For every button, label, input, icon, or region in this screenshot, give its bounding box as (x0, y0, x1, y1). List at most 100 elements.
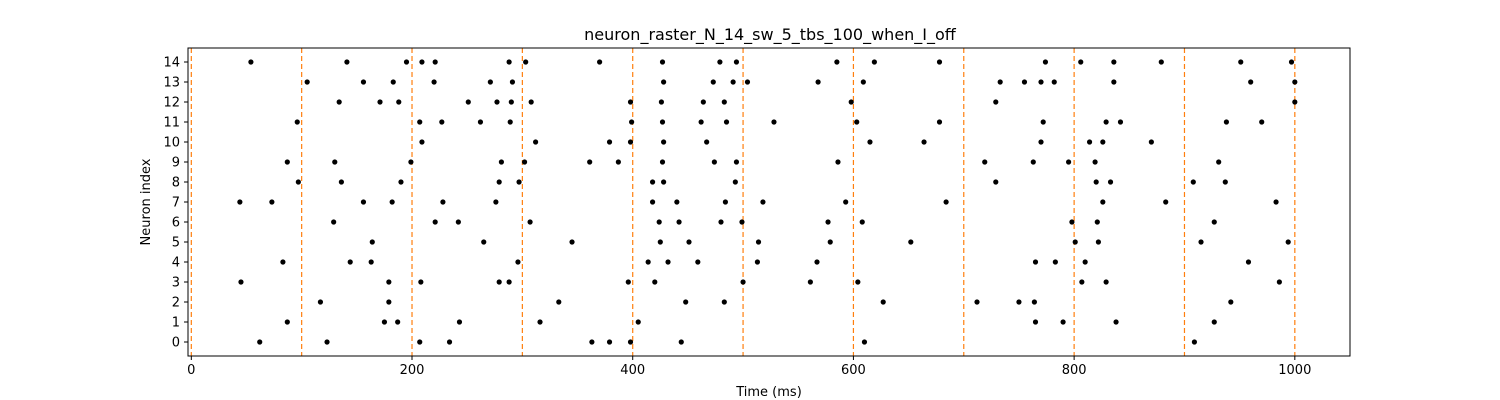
spike-point (1072, 239, 1078, 245)
spike-point (1066, 159, 1072, 165)
spike-point (1117, 119, 1124, 125)
spike-point (1259, 119, 1265, 125)
spike-point (658, 99, 665, 105)
spike-point (645, 259, 651, 265)
spike-point (1093, 179, 1099, 185)
y-tick-label: 3 (172, 276, 180, 291)
x-tick-label: 400 (620, 363, 645, 378)
spike-point (347, 259, 353, 265)
y-tick-label: 14 (163, 56, 180, 71)
spike-point (1111, 59, 1117, 65)
x-tick-label: 1000 (1278, 363, 1311, 378)
spike-point (880, 299, 886, 305)
spike-point (1038, 139, 1044, 145)
spike-point (723, 119, 730, 125)
spike-point (403, 59, 410, 65)
spike-point (1292, 99, 1298, 105)
spike-point (515, 259, 521, 265)
spike-point (936, 59, 943, 65)
spike-point (284, 159, 290, 165)
spike-point (487, 79, 493, 85)
spike-point (386, 299, 392, 305)
spike-point (446, 339, 453, 345)
spike-point (861, 339, 868, 345)
spike-point (419, 59, 425, 65)
spike-point (1288, 59, 1295, 65)
spike-point (921, 139, 927, 145)
spike-point (1113, 319, 1119, 325)
spike-point (381, 319, 388, 325)
spike-point (629, 119, 635, 125)
spike-point (417, 339, 423, 345)
spike-point (331, 219, 337, 225)
spike-point (982, 159, 988, 165)
y-tick-label: 4 (172, 256, 180, 271)
spike-point (432, 59, 438, 65)
spike-point (1248, 79, 1254, 85)
spike-point (733, 59, 740, 65)
spike-point (537, 319, 543, 325)
spike-point (1100, 199, 1106, 205)
spike-point (587, 159, 593, 165)
spike-point (498, 159, 504, 165)
spike-point (627, 339, 634, 345)
spike-point (871, 59, 877, 65)
spike-point (627, 139, 634, 145)
spike-point (332, 159, 338, 165)
spike-point (377, 99, 383, 105)
spike-point (556, 299, 562, 305)
spike-point (722, 199, 729, 205)
y-tick-label: 6 (172, 216, 180, 231)
spike-point (656, 219, 662, 225)
spike-point (1216, 159, 1222, 165)
spike-point (739, 219, 745, 225)
y-tick-label: 7 (172, 196, 180, 211)
spike-point (344, 59, 350, 65)
spike-point (695, 259, 701, 265)
spike-point (589, 339, 595, 345)
spike-point (721, 99, 727, 105)
spike-point (280, 259, 286, 265)
spike-point (1273, 199, 1279, 205)
spike-point (481, 239, 487, 245)
spike-point (1223, 119, 1230, 125)
spike-point (390, 79, 396, 85)
spike-point (807, 279, 813, 285)
spike-point (698, 119, 704, 125)
spike-point (943, 199, 949, 205)
spike-point (1095, 239, 1101, 245)
spike-point (395, 319, 401, 325)
spike-point (389, 199, 395, 205)
spike-point (997, 79, 1003, 85)
spike-point (1211, 319, 1217, 325)
y-tick-label: 9 (172, 156, 180, 171)
spike-point (649, 179, 656, 185)
spike-point (1016, 299, 1022, 305)
x-tick-label: 0 (187, 363, 195, 378)
spike-point (396, 99, 402, 105)
spike-point (1103, 119, 1109, 125)
spike-point (338, 179, 344, 185)
spike-point (1021, 79, 1028, 85)
spike-point (711, 159, 717, 165)
spike-point (284, 319, 290, 325)
spike-point (835, 159, 841, 165)
spike-point (606, 339, 613, 345)
spike-point (1082, 259, 1088, 265)
spike-point (1148, 139, 1154, 145)
y-tick-label: 2 (172, 296, 180, 311)
spike-point (496, 179, 502, 185)
spike-point (1052, 259, 1058, 265)
spike-point (827, 239, 833, 245)
spike-point (506, 279, 512, 285)
spike-point (1031, 299, 1037, 305)
spike-point (477, 119, 484, 125)
spike-point (398, 179, 404, 185)
spike-point (465, 99, 471, 105)
spike-point (732, 179, 738, 185)
spike-point (1094, 219, 1100, 225)
spike-point (814, 259, 820, 265)
spike-point (1163, 199, 1169, 205)
spike-point (760, 199, 766, 205)
